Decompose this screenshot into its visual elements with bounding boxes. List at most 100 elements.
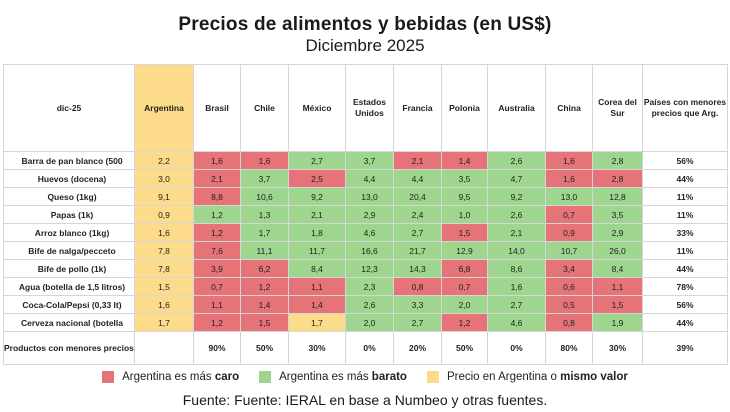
price-cell: 1,4: [288, 295, 346, 314]
legend-text-bold: barato: [371, 371, 407, 383]
row-label: Huevos (docena): [3, 169, 135, 188]
price-cell: 1,9: [592, 313, 643, 332]
legend-swatch: [259, 371, 272, 383]
price-cell: 8,4: [592, 259, 643, 278]
price-cell: 1,5: [240, 313, 289, 332]
price-cell: 1,1: [193, 295, 241, 314]
price-cell: 1,6: [545, 151, 593, 170]
price-cell: 1,4: [441, 151, 488, 170]
price-cell: 2,9: [592, 223, 643, 242]
table-row: Bife de nalga/pecceto 7,8 7,6 11,1 11,7 16,6 2…: [3, 241, 728, 260]
legend-text: Argentina es más: [279, 371, 372, 383]
price-cell: 1,1: [592, 277, 643, 296]
price-cell: 3,4: [545, 259, 593, 278]
row-label: Barra de pan blanco (500: [3, 151, 135, 170]
row-percentage: 33%: [642, 223, 728, 242]
price-cell: 2,7: [288, 151, 346, 170]
price-cell: 2,3: [345, 277, 394, 296]
legend-item: Argentina es más caro: [102, 371, 239, 383]
legend-item: Precio en Argentina o mismo valor: [426, 371, 628, 383]
footer-cell: 80%: [545, 331, 593, 365]
price-cell: 2,1: [288, 205, 346, 224]
row-label: Cerveza nacional (botella: [3, 313, 135, 332]
price-cell: 2,1: [393, 151, 442, 170]
legend: Argentina es más caro Argentina es más ba…: [0, 368, 730, 386]
legend-swatch: [426, 371, 439, 383]
price-cell: 2,0: [345, 313, 394, 332]
row-label: Bife de nalga/pecceto: [3, 241, 135, 260]
price-cell: 0,5: [545, 295, 593, 314]
price-cell: 12,9: [441, 241, 488, 260]
price-cell: 3,0: [134, 169, 194, 188]
footer-cell: 50%: [240, 331, 289, 365]
price-cell: 8,6: [487, 259, 546, 278]
price-cell: 1,6: [134, 295, 194, 314]
price-cell: 3,5: [441, 169, 488, 188]
price-cell: 3,7: [240, 169, 289, 188]
price-cell: 0,7: [441, 277, 488, 296]
legend-text-bold: mismo valor: [560, 371, 628, 383]
price-cell: 6,8: [441, 259, 488, 278]
price-cell: 9,1: [134, 187, 194, 206]
price-cell: 10,7: [545, 241, 593, 260]
row-percentage: 78%: [642, 277, 728, 296]
price-cell: 13,0: [345, 187, 394, 206]
price-cell: 10,6: [240, 187, 289, 206]
price-cell: 4,6: [487, 313, 546, 332]
price-cell: 7,8: [134, 259, 194, 278]
price-cell: 14,3: [393, 259, 442, 278]
price-cell: 20,4: [393, 187, 442, 206]
price-cell: 1,7: [288, 313, 346, 332]
price-table: dic-25 Argentina Brasil Chile México Estados…: [3, 64, 728, 365]
price-cell: 11,1: [240, 241, 289, 260]
footer-label: Productos con menores precios que Arg.: [3, 331, 135, 365]
row-label: Agua (botella de 1,5 litros): [3, 277, 135, 296]
table-row: Papas (1k) 0,9 1,2 1,3 2,1 2,9 2,4 1,0 2,6 0,7 3,5…: [3, 205, 728, 224]
price-cell: 9,5: [441, 187, 488, 206]
price-cell: 0,8: [393, 277, 442, 296]
price-cell: 0,7: [545, 205, 593, 224]
table-row: Queso (1kg) 9,1 8,8 10,6 9,2 13,0 20,4 9,5 9,2 13…: [3, 187, 728, 206]
footer-cell: 20%: [393, 331, 442, 365]
column-header: Argentina: [134, 64, 194, 152]
footer-cell: 30%: [288, 331, 346, 365]
price-cell: 1,6: [240, 151, 289, 170]
column-header: Brasil: [193, 64, 241, 152]
price-cell: 0,9: [545, 223, 593, 242]
price-cell: 0,9: [134, 205, 194, 224]
price-cell: 2,7: [393, 223, 442, 242]
row-percentage: 11%: [642, 205, 728, 224]
price-cell: 3,3: [393, 295, 442, 314]
price-cell: 7,8: [134, 241, 194, 260]
row-label: Arroz blanco (1kg): [3, 223, 135, 242]
table-row: Coca-Cola/Pepsi (0,33 lt) 1,6 1,1 1,4 1,4 2,6…: [3, 295, 728, 314]
price-cell: 1,6: [487, 277, 546, 296]
price-cell: 1,1: [288, 277, 346, 296]
row-percentage: 56%: [642, 295, 728, 314]
source-note: Fuente: Fuente: IERAL en base a Numbeo y…: [182, 392, 548, 408]
price-cell: 8,8: [193, 187, 241, 206]
price-cell: 2,5: [288, 169, 346, 188]
price-cell: 26,0: [592, 241, 643, 260]
table-header-row: dic-25 Argentina Brasil Chile México Estados…: [3, 64, 728, 152]
column-header: Francia: [393, 64, 442, 152]
price-cell: 3,7: [345, 151, 394, 170]
footer-cell: [134, 331, 194, 365]
price-cell: 2,6: [487, 151, 546, 170]
row-label: Queso (1kg): [3, 187, 135, 206]
price-cell: 1,2: [193, 313, 241, 332]
price-cell: 21,7: [393, 241, 442, 260]
price-cell: 6,2: [240, 259, 289, 278]
price-cell: 2,7: [487, 295, 546, 314]
price-cell: 1,8: [288, 223, 346, 242]
row-percentage: 44%: [642, 259, 728, 278]
row-label: Papas (1k): [3, 205, 135, 224]
legend-text-bold: caro: [214, 371, 240, 383]
table-row: Bife de pollo (1k) 7,8 3,9 6,2 8,4 12,3 14,3 6,…: [3, 259, 728, 278]
price-cell: 1,5: [592, 295, 643, 314]
price-cell: 1,2: [240, 277, 289, 296]
price-cell: 2,8: [592, 169, 643, 188]
price-cell: 1,5: [441, 223, 488, 242]
footer-row: Productos con menores precios que Arg. 90…: [3, 331, 728, 365]
price-cell: 14,0: [487, 241, 546, 260]
